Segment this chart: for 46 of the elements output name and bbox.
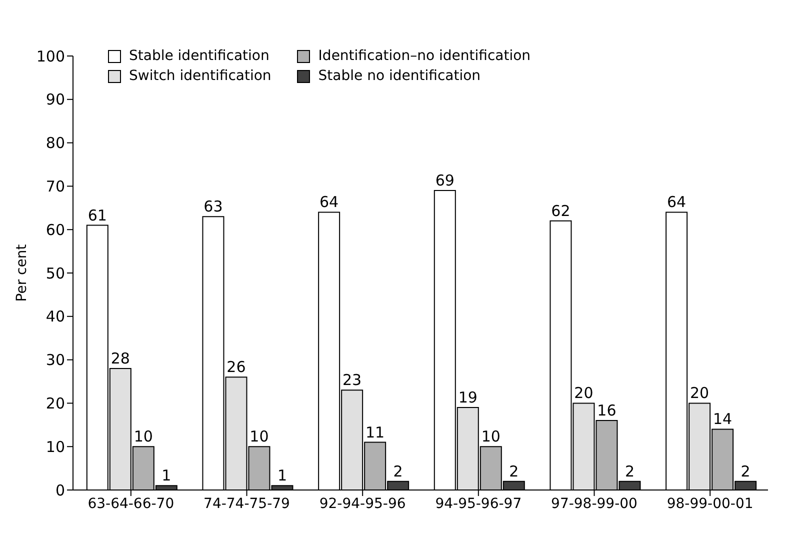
data-label: 16 [597, 402, 616, 420]
y-tick-label: 20 [46, 394, 65, 413]
y-tick-label: 50 [46, 264, 65, 282]
data-label: 10 [250, 428, 269, 446]
y-tick-label: 40 [46, 308, 65, 326]
data-label: 28 [110, 349, 130, 368]
data-label: 23 [342, 371, 362, 390]
y-tick-label: 80 [46, 134, 65, 152]
data-label: 11 [366, 423, 385, 442]
legend-label: Identification–no identification [318, 48, 531, 64]
data-label: 26 [226, 358, 246, 376]
x-tick-label: 97-98-99-00 [551, 496, 638, 512]
data-label: 64 [320, 193, 339, 212]
data-label: 10 [481, 428, 500, 446]
data-label: 2 [624, 462, 635, 480]
data-label: 19 [458, 388, 478, 407]
y-tick-label: 100 [36, 47, 65, 66]
data-label: 1 [162, 466, 172, 485]
y-tick-label: 70 [46, 178, 65, 196]
data-label: 10 [134, 428, 153, 446]
data-label: 2 [509, 462, 519, 480]
data-label: 1 [277, 466, 288, 485]
y-axis-title: Per cent [14, 244, 30, 302]
x-tick-label: 63-64-66-70 [88, 496, 174, 512]
y-tick-label: 0 [55, 481, 65, 500]
legend-label: Stable no identification [318, 68, 481, 84]
data-label: 61 [88, 206, 107, 224]
x-tick-label: 74-74-75-79 [204, 496, 290, 512]
y-tick-label: 30 [46, 351, 65, 370]
y-tick-label: 90 [46, 90, 65, 109]
data-label: 2 [740, 462, 750, 480]
y-tick-label: 60 [46, 220, 65, 239]
data-label: 62 [551, 202, 570, 220]
data-label: 69 [435, 172, 454, 190]
legend-label: Switch identification [129, 68, 272, 84]
data-label: 14 [713, 410, 732, 428]
data-label: 63 [204, 198, 223, 216]
data-label: 20 [690, 384, 710, 402]
legend-label: Stable identification [129, 48, 270, 64]
data-label: 64 [667, 193, 686, 212]
y-tick-label: 10 [46, 438, 65, 456]
x-tick-label: 94-95-96-97 [435, 496, 522, 512]
data-label: 2 [393, 462, 403, 480]
x-tick-label: 98-99-00-01 [666, 496, 754, 512]
data-label: 20 [574, 384, 594, 402]
x-tick-label: 92-94-95-96 [319, 496, 406, 512]
